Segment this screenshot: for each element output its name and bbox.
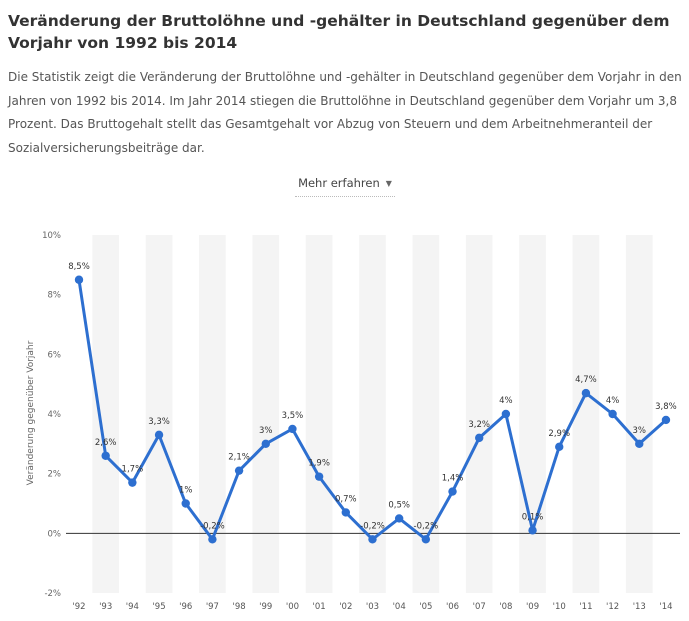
x-tick-label: '04 bbox=[393, 602, 406, 612]
data-point[interactable] bbox=[234, 466, 244, 475]
data-label: 4,7% bbox=[575, 375, 597, 385]
data-label: 0,7% bbox=[335, 494, 357, 504]
y-tick-label: 4% bbox=[48, 410, 62, 420]
x-tick-label: '01 bbox=[313, 602, 326, 612]
more-info-button[interactable]: Mehr erfahren ▼ bbox=[295, 173, 395, 197]
data-point[interactable] bbox=[128, 478, 137, 487]
y-axis-title: Veränderung gegenüber Vorjahr bbox=[26, 340, 36, 485]
x-tick-label: '10 bbox=[553, 602, 566, 612]
x-tick-label: '12 bbox=[606, 602, 619, 612]
series bbox=[74, 275, 671, 544]
data-point[interactable] bbox=[501, 409, 511, 419]
data-point[interactable] bbox=[314, 472, 324, 481]
band-13 bbox=[625, 235, 653, 593]
x-tick-label: '00 bbox=[286, 602, 299, 612]
data-label: 3% bbox=[633, 426, 647, 436]
data-label: 3% bbox=[259, 426, 273, 436]
band-95 bbox=[145, 235, 173, 593]
x-tick-label: '05 bbox=[419, 602, 432, 612]
data-label: 3,5% bbox=[282, 411, 304, 421]
data-label: 1,4% bbox=[442, 474, 464, 484]
data-point[interactable] bbox=[421, 535, 431, 544]
x-tick-label: '99 bbox=[259, 602, 272, 612]
y-axis: -2% 0% 2% 4% 6% 8% 10% bbox=[42, 231, 680, 599]
x-tick-label: '14 bbox=[659, 602, 672, 612]
y-tick-label: 8% bbox=[48, 291, 62, 301]
data-label: 2,6% bbox=[95, 438, 117, 448]
x-tick-label: '95 bbox=[152, 602, 165, 612]
data-label: 4% bbox=[606, 396, 620, 406]
data-point[interactable] bbox=[448, 487, 457, 496]
y-tick-label: 2% bbox=[48, 470, 62, 480]
data-label: -0,2% bbox=[414, 521, 439, 531]
data-label: -0,2% bbox=[360, 521, 385, 531]
data-label: 1,7% bbox=[122, 465, 144, 475]
x-tick-label: '11 bbox=[579, 602, 592, 612]
data-label: 3,8% bbox=[655, 402, 677, 412]
x-tick-label: '93 bbox=[99, 602, 112, 612]
x-tick-label: '96 bbox=[179, 602, 192, 612]
data-label: 1,9% bbox=[308, 459, 330, 469]
data-label: 8,5% bbox=[68, 262, 90, 272]
data-label: 0,1% bbox=[522, 512, 544, 522]
y-tick-label: 6% bbox=[48, 350, 62, 360]
data-label: -0,2% bbox=[200, 521, 225, 531]
data-point[interactable] bbox=[208, 535, 217, 544]
x-tick-label: '07 bbox=[473, 602, 486, 612]
y-tick-label: 0% bbox=[48, 529, 62, 539]
data-label: 3,2% bbox=[468, 420, 490, 430]
x-tick-label: '97 bbox=[206, 602, 219, 612]
chevron-down-icon: ▼ bbox=[385, 179, 392, 188]
band-01 bbox=[305, 235, 333, 593]
data-label: 3,3% bbox=[148, 417, 170, 427]
x-tick-label: '09 bbox=[526, 602, 539, 612]
y-tick-label: -2% bbox=[44, 589, 61, 599]
data-point[interactable] bbox=[581, 388, 591, 398]
band-09 bbox=[519, 235, 546, 593]
line-chart: -2%0%2%4%6%8%10% '92'93'94'95'96'97'98'9… bbox=[26, 231, 680, 612]
data-point[interactable] bbox=[608, 409, 617, 419]
x-tick-label: '06 bbox=[446, 602, 459, 612]
x-tick-label: '98 bbox=[233, 602, 246, 612]
data-point[interactable] bbox=[288, 424, 297, 434]
data-point[interactable] bbox=[101, 451, 110, 460]
data-point[interactable] bbox=[555, 442, 564, 452]
data-point[interactable] bbox=[154, 430, 164, 440]
data-point[interactable] bbox=[475, 433, 484, 443]
x-tick-label: '03 bbox=[366, 602, 379, 612]
x-tick-label: '94 bbox=[126, 602, 139, 612]
data-point[interactable] bbox=[181, 499, 190, 508]
data-point[interactable] bbox=[341, 508, 350, 517]
page-title: Veränderung der Bruttolöhne und -gehälte… bbox=[8, 12, 670, 52]
x-tick-label: '13 bbox=[633, 602, 646, 612]
y-tick-label: 10% bbox=[42, 231, 61, 241]
x-axis: '92 '93 '94 '95 '96 '97 '98 '99 '00 '01 '02 '03 '04 '… bbox=[72, 602, 672, 612]
data-labels: 8,5% 2,6% 1,7% 3,3% 1% -0,2% 2,1% 3% 3,5% 1,9% 0,7… bbox=[68, 262, 677, 532]
band-07 bbox=[465, 235, 493, 593]
band-99 bbox=[252, 235, 280, 593]
data-label: 2,1% bbox=[228, 453, 250, 463]
data-label: 2,9% bbox=[548, 429, 570, 439]
data-point[interactable] bbox=[261, 439, 270, 449]
data-point[interactable] bbox=[661, 415, 671, 425]
more-info-label: Mehr erfahren bbox=[298, 176, 380, 190]
data-label: 0,5% bbox=[388, 500, 410, 510]
band-93 bbox=[92, 235, 120, 593]
data-label: 1% bbox=[179, 486, 193, 496]
page-description: Die Statistik zeigt die Veränderung der … bbox=[8, 70, 682, 155]
data-point[interactable] bbox=[635, 439, 644, 449]
data-point[interactable] bbox=[74, 275, 84, 284]
x-tick-label: '08 bbox=[499, 602, 512, 612]
data-label: 4% bbox=[499, 396, 513, 406]
data-point[interactable] bbox=[394, 514, 404, 523]
x-tick-label: '92 bbox=[72, 602, 85, 612]
data-point[interactable] bbox=[368, 535, 377, 544]
x-tick-label: '02 bbox=[339, 602, 352, 612]
data-point[interactable] bbox=[528, 526, 537, 535]
